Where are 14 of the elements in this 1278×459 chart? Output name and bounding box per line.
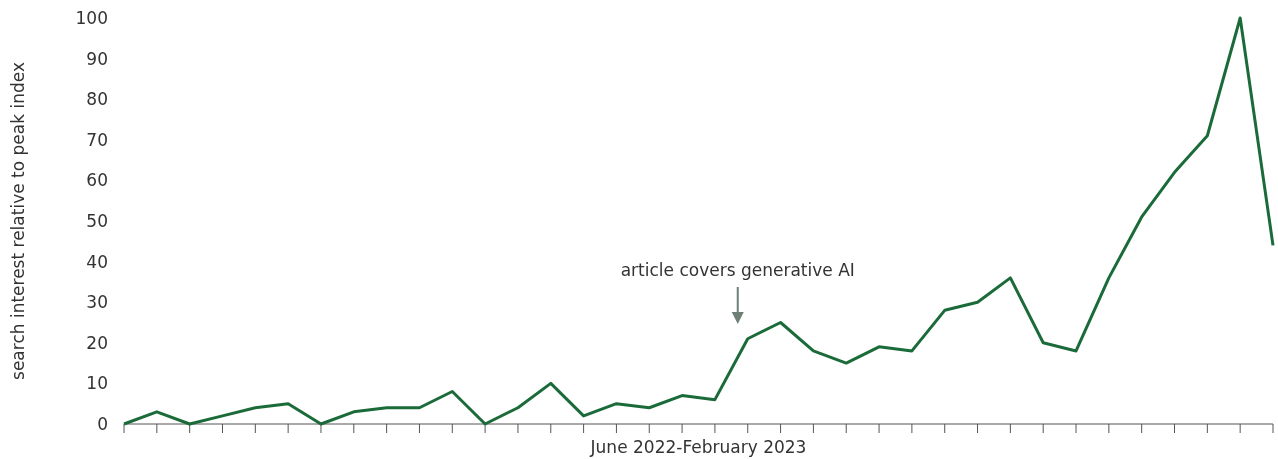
y-tick-label: 100 <box>75 8 108 28</box>
y-tick-label: 40 <box>86 251 108 272</box>
y-tick-label: 30 <box>86 292 108 313</box>
y-tick-label: 10 <box>86 373 108 394</box>
y-tick-label: 70 <box>86 129 108 150</box>
y-tick-label: 90 <box>86 48 108 69</box>
y-tick-label: 50 <box>86 211 108 231</box>
annotation: article covers generative AI <box>620 260 855 280</box>
y-tick-label: 60 <box>86 170 108 191</box>
x-axis-title: June 2022-February 2023 <box>589 437 807 457</box>
y-axis-title: search interest relative to peak index <box>8 62 28 380</box>
y-tick-label: 20 <box>86 332 108 353</box>
y-tick-label: 0 <box>97 414 108 434</box>
y-tick-label: 80 <box>86 89 108 110</box>
